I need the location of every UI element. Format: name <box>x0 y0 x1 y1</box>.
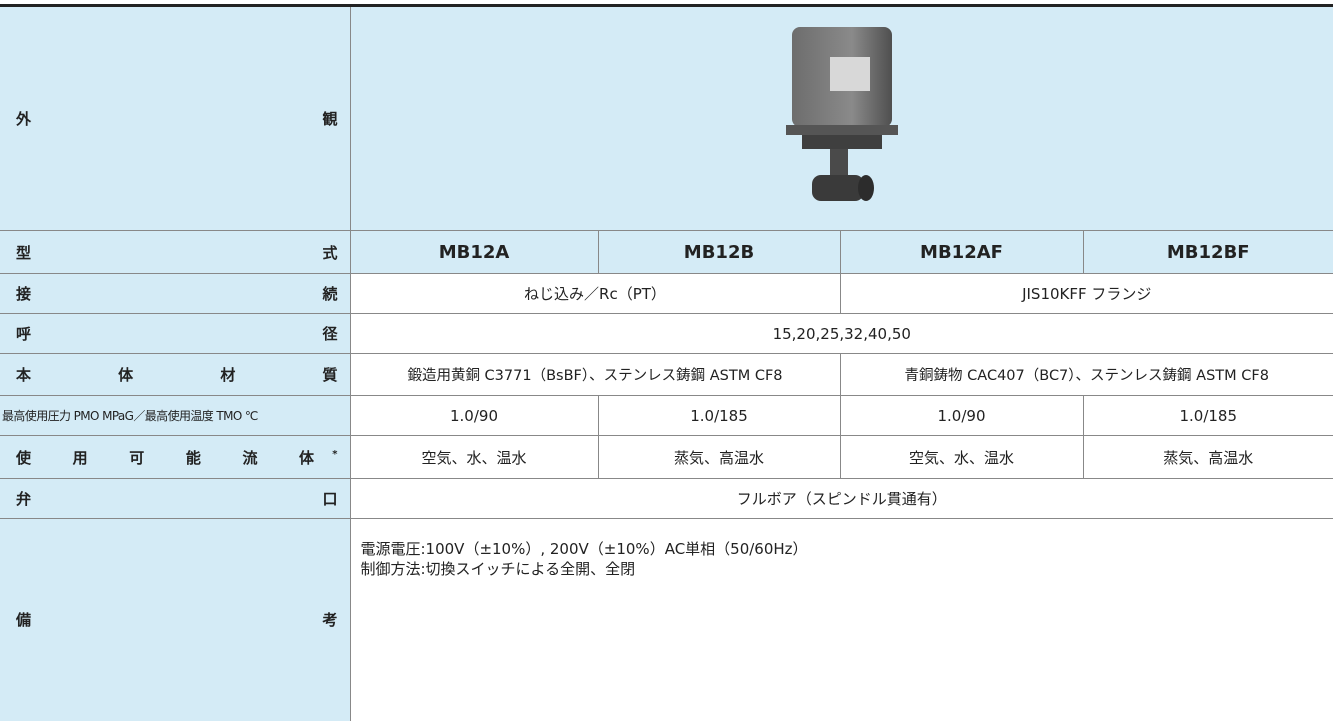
row-label: 最高使用圧力 PMO MPaG／最高使用温度 TMO ℃ <box>0 395 350 436</box>
row: 使 用 可 能 流 体* 空気、水、温水 蒸気、高温水 空気、水、温水 蒸気、高… <box>0 435 1333 479</box>
row: 弁 口 フルボア（スピンドル貫通有） <box>0 478 1333 519</box>
cell: 1.0/185 <box>597 395 840 436</box>
row-label-cell: 使 用 可 能 流 体* <box>0 435 350 479</box>
cell: 1.0/185 <box>1082 395 1333 436</box>
product-image <box>785 26 898 201</box>
row: 外 観 <box>0 5 1333 231</box>
row-label: 型 式 <box>0 230 350 274</box>
cell: 1.0/90 <box>349 395 598 436</box>
model: MB12B <box>597 230 840 274</box>
product-image-cell <box>349 5 1333 231</box>
row-label: 備 考 <box>0 518 350 721</box>
row: 最高使用圧力 PMO MPaG／最高使用温度 TMO ℃ 1.0/90 1.0/… <box>0 395 1333 436</box>
cell: JIS10KFF フランジ <box>839 273 1333 314</box>
row-label: 外 観 <box>0 5 350 231</box>
row: 接 続 ねじ込み／Rc（PT） JIS10KFF フランジ <box>0 273 1333 314</box>
model: MB12AF <box>839 230 1083 274</box>
cell: 空気、水、温水 <box>839 435 1083 479</box>
note-mark: * <box>332 448 338 460</box>
row: 呼 径 15,20,25,32,40,50 <box>0 313 1333 354</box>
spec-table: 外 観 型 式 MB12A MB12B MB12AF MB12BF 接 続 ねじ… <box>0 4 1333 721</box>
remarks: 電源電圧:100V（±10%）, 200V（±10%）AC単相（50/60Hz）… <box>349 518 1333 721</box>
cell: 15,20,25,32,40,50 <box>349 313 1333 354</box>
row-label: 弁 口 <box>0 478 350 519</box>
row-label: 使 用 可 能 流 体 <box>16 448 333 467</box>
model: MB12BF <box>1082 230 1333 274</box>
row: 型 式 MB12A MB12B MB12AF MB12BF <box>0 230 1333 274</box>
cell: 青銅鋳物 CAC407（BC7）、ステンレス鋳鋼 ASTM CF8 <box>839 353 1333 396</box>
row-label: 接 続 <box>0 273 350 314</box>
cell: 1.0/90 <box>839 395 1083 436</box>
cell: 蒸気、高温水 <box>597 435 840 479</box>
model: MB12A <box>349 230 598 274</box>
cell: フルボア（スピンドル貫通有） <box>349 478 1333 519</box>
row-label: 本 体 材 質 <box>0 353 350 396</box>
remark-line: 制御方法:切換スイッチによる全開、全閉 <box>360 560 636 578</box>
cell: 鍛造用黄銅 C3771（BsBF）、ステンレス鋳鋼 ASTM CF8 <box>349 353 840 396</box>
cell: 蒸気、高温水 <box>1082 435 1333 479</box>
row: 本 体 材 質 鍛造用黄銅 C3771（BsBF）、ステンレス鋳鋼 ASTM C… <box>0 353 1333 396</box>
row: 備 考 電源電圧:100V（±10%）, 200V（±10%）AC単相（50/6… <box>0 518 1333 721</box>
cell: 空気、水、温水 <box>349 435 598 479</box>
remark-line: 電源電圧:100V（±10%）, 200V（±10%）AC単相（50/60Hz） <box>360 540 808 558</box>
row-label: 呼 径 <box>0 313 350 354</box>
cell: ねじ込み／Rc（PT） <box>349 273 840 314</box>
